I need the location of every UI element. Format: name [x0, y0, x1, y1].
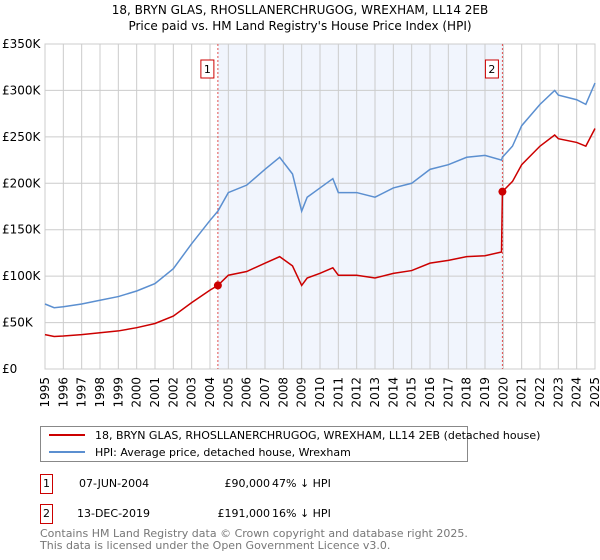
- legend-item-hpi: HPI: Average price, detached house, Wrex…: [49, 444, 351, 460]
- y-tick-label: £250K: [2, 130, 42, 144]
- legend-label-hpi: HPI: Average price, detached house, Wrex…: [95, 445, 351, 459]
- x-tick-label: 2004: [203, 377, 217, 408]
- x-tick-label: 2007: [258, 377, 272, 408]
- x-tick-label: 2019: [478, 377, 492, 408]
- sale-label-box: [200, 59, 215, 79]
- legend-label-property: 18, BRYN GLAS, RHOSLLANERCHRUGOG, WREXHA…: [95, 428, 541, 442]
- x-tick-label: 2001: [148, 377, 162, 408]
- sale-badge: 1: [40, 474, 53, 494]
- x-tick-label: 2017: [441, 377, 455, 408]
- x-tick-label: 1996: [56, 377, 70, 408]
- ownership-shading: [217, 44, 503, 369]
- series-line: [44, 82, 596, 309]
- y-tick-label: £300K: [2, 83, 42, 97]
- x-tick-label: 2005: [221, 377, 235, 408]
- legend-swatch-red: [49, 434, 85, 436]
- sale-price: £191,000: [217, 507, 271, 520]
- y-tick-label: £50K: [2, 316, 34, 330]
- sale-price: £90,000: [224, 477, 271, 490]
- x-tick-label: 2012: [350, 377, 364, 408]
- y-tick-label: £350K: [2, 37, 42, 51]
- x-tick-label: 2011: [331, 377, 345, 408]
- x-tick-label: 2003: [185, 377, 199, 408]
- sale-point: [213, 281, 222, 290]
- y-tick-label: £0: [2, 362, 17, 376]
- x-tick-label: 2006: [240, 377, 254, 408]
- series-line: [44, 128, 596, 338]
- x-tick-label: 2025: [588, 377, 600, 408]
- legend: 18, BRYN GLAS, RHOSLLANERCHRUGOG, WREXHA…: [40, 426, 540, 462]
- x-tick-label: 2014: [386, 377, 400, 408]
- x-tick-label: 2013: [368, 377, 382, 408]
- x-tick-label: 1999: [111, 377, 125, 408]
- footer-line-1: Contains HM Land Registry data © Crown c…: [40, 527, 468, 540]
- chart-title: 18, BRYN GLAS, RHOSLLANERCHRUGOG, WREXHA…: [111, 3, 489, 17]
- x-tick-label: 1998: [93, 377, 107, 408]
- sale-label-box: [484, 59, 499, 79]
- x-tick-label: 2016: [423, 377, 437, 408]
- sale-hpi: 47% ↓ HPI: [272, 477, 331, 490]
- x-tick-label: 2021: [515, 377, 529, 408]
- y-tick-label: £200K: [2, 176, 42, 190]
- sale-date: 07-JUN-2004: [79, 477, 150, 490]
- x-tick-label: 2009: [295, 377, 309, 408]
- sale-label: 1: [204, 63, 211, 76]
- x-tick-label: 2008: [276, 377, 290, 408]
- x-tick-label: 2010: [313, 377, 327, 408]
- x-tick-label: 2015: [405, 377, 419, 408]
- x-tick-label: 2002: [166, 377, 180, 408]
- x-tick-label: 2000: [130, 377, 144, 408]
- x-tick-label: 1997: [75, 377, 89, 408]
- legend-swatch-blue: [49, 451, 85, 453]
- footer: Contains HM Land Registry data © Crown c…: [40, 528, 468, 552]
- sale-label: 2: [488, 63, 495, 76]
- chart-subtitle: Price paid vs. HM Land Registry's House …: [128, 19, 472, 33]
- x-tick-label: 2023: [551, 377, 565, 408]
- legend-item-property: 18, BRYN GLAS, RHOSLLANERCHRUGOG, WREXHA…: [49, 427, 540, 443]
- sale-row-2: 2 13-DEC-2019 £191,000 16% ↓ HPI: [40, 504, 440, 524]
- sale-point: [498, 187, 507, 196]
- x-tick-label: 2022: [533, 377, 547, 408]
- x-tick-label: 2020: [496, 377, 510, 408]
- y-tick-label: £100K: [2, 269, 42, 283]
- footer-line-2: This data is licensed under the Open Gov…: [40, 539, 391, 552]
- x-tick-label: 1995: [38, 377, 52, 408]
- y-tick-label: £150K: [2, 223, 42, 237]
- sale-row-1: 1 07-JUN-2004 £90,000 47% ↓ HPI: [40, 474, 440, 494]
- sale-date: 13-DEC-2019: [77, 507, 151, 520]
- x-tick-label: 2024: [570, 377, 584, 408]
- sale-hpi: 16% ↓ HPI: [272, 507, 331, 520]
- x-tick-label: 2018: [460, 377, 474, 408]
- plot-area: £0 £50K £100K £150K £200K £250K £300K £350K 1995…: [2, 37, 600, 408]
- sale-badge: 2: [40, 504, 53, 524]
